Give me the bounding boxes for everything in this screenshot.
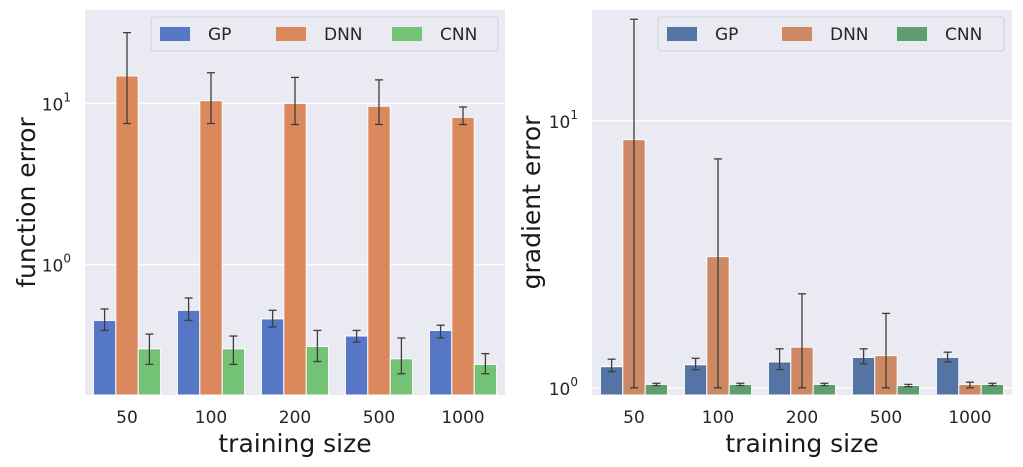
error-bar-dnn-100 [207, 72, 215, 125]
y-tick-label: 101 [42, 90, 71, 115]
y-tick-label: 100 [42, 252, 71, 277]
error-bar-cnn-100 [736, 382, 745, 387]
error-bar-gp-500 [859, 348, 868, 365]
legend-label-dnn: DNN [830, 25, 869, 45]
gradient-error-chart: 100 101 50 100 200 500 1000 training size gradie… [517, 10, 1012, 458]
x-tick-label: 50 [116, 408, 138, 428]
bar-gp-100 [176, 309, 201, 396]
error-bar-cnn-200 [313, 329, 322, 363]
legend-swatch-gp [160, 27, 190, 41]
bar-dnn-100 [199, 100, 223, 396]
error-bar-gp-100 [184, 297, 193, 322]
bar-gp-500 [344, 335, 369, 396]
legend-label-cnn: CNN [440, 25, 477, 45]
error-bar-dnn-100 [714, 158, 722, 389]
x-tick-label: 500 [363, 408, 395, 428]
error-bar-gp-100 [691, 357, 700, 371]
bar-gp-200 [260, 318, 285, 396]
function-error-chart: 100 101 50 100 200 500 1000 training size functi… [12, 10, 505, 458]
error-bar-gp-200 [775, 348, 784, 371]
legend-swatch-dnn [782, 27, 812, 41]
bar-gp-1000 [935, 356, 960, 396]
bar-gp-50 [92, 319, 117, 396]
error-bar-dnn-500 [882, 312, 890, 389]
error-bar-dnn-200 [798, 293, 806, 389]
error-bar-cnn-200 [820, 382, 829, 387]
legend: GP DNN CNN [657, 16, 1005, 52]
error-bar-gp-50 [607, 358, 616, 373]
error-bar-dnn-1000 [966, 381, 974, 389]
error-bar-cnn-1000 [988, 382, 997, 387]
x-tick-label: 100 [702, 408, 734, 428]
x-axis-label: training size [725, 429, 878, 458]
legend: GP DNN CNN [150, 16, 499, 52]
legend-swatch-dnn [276, 27, 306, 41]
bar-dnn-500 [367, 105, 391, 396]
legend-label-gp: GP [715, 25, 738, 45]
y-tick-label: 101 [549, 108, 578, 133]
error-bar-dnn-500 [375, 79, 383, 126]
x-tick-label: 100 [195, 408, 227, 428]
y-axis-label: function error [12, 116, 41, 287]
x-axis-label: training size [218, 429, 371, 458]
x-tick-label: 1000 [441, 408, 484, 428]
y-axis-label: gradient error [517, 115, 546, 290]
x-tick-label: 1000 [948, 408, 991, 428]
legend-swatch-cnn [392, 27, 422, 41]
error-bar-gp-200 [268, 309, 277, 328]
error-bar-dnn-50 [630, 18, 638, 389]
error-bar-dnn-50 [123, 31, 131, 125]
bar-dnn-1000 [451, 116, 475, 396]
error-bar-cnn-100 [229, 335, 238, 366]
x-tick-label: 200 [279, 408, 311, 428]
legend-label-cnn: CNN [945, 25, 982, 45]
error-bar-gp-1000 [943, 351, 952, 363]
error-bar-cnn-500 [397, 337, 406, 375]
y-tick-label: 100 [549, 375, 578, 400]
legend-label-gp: GP [208, 25, 231, 45]
x-tick-label: 200 [786, 408, 818, 428]
error-bar-cnn-50 [145, 333, 154, 366]
x-tick-label: 50 [623, 408, 645, 428]
legend-swatch-cnn [897, 27, 927, 41]
error-bar-gp-50 [100, 308, 109, 332]
x-tick-label: 500 [870, 408, 902, 428]
legend-label-dnn: DNN [324, 25, 363, 45]
error-bar-cnn-1000 [481, 352, 490, 375]
error-bar-cnn-500 [904, 383, 913, 388]
error-bar-dnn-200 [291, 76, 299, 126]
error-bar-cnn-50 [652, 382, 661, 387]
legend-swatch-gp [667, 27, 697, 41]
error-bar-gp-1000 [436, 324, 445, 339]
error-bar-gp-500 [352, 329, 361, 343]
bar-dnn-200 [283, 102, 307, 396]
bar-gp-1000 [428, 329, 453, 396]
error-bar-dnn-1000 [459, 106, 467, 126]
